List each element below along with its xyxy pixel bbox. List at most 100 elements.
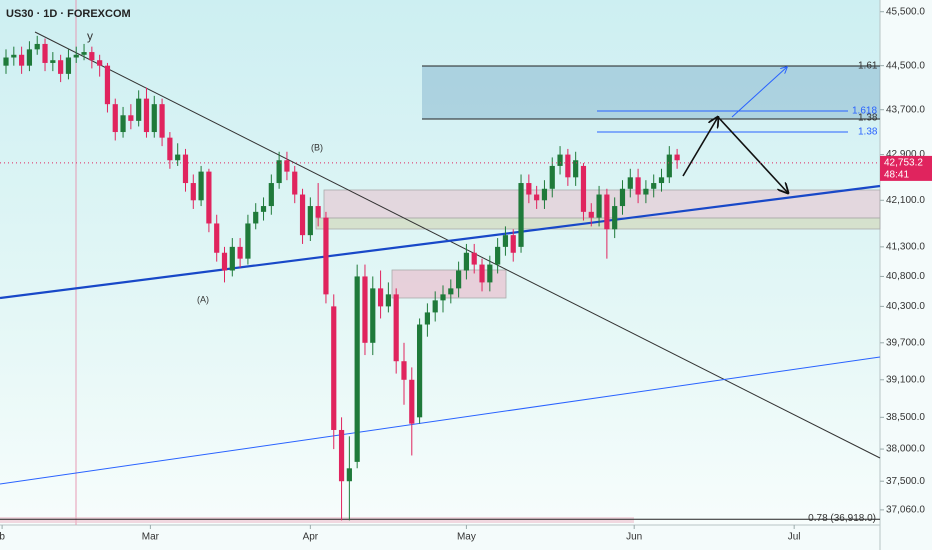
candle-body bbox=[409, 379, 415, 424]
trendline bbox=[34, 31, 881, 459]
candle-body bbox=[362, 276, 368, 343]
candle-body bbox=[416, 324, 423, 418]
candle-body bbox=[651, 183, 657, 189]
y-tick-label: 39,700.0 bbox=[886, 337, 925, 348]
candle-body bbox=[518, 183, 524, 247]
x-tick-label: Mar bbox=[142, 532, 160, 543]
y-tick-label: 38,000.0 bbox=[886, 444, 925, 455]
candle-body bbox=[268, 183, 274, 207]
y-tick-label: 42,900.0 bbox=[886, 149, 925, 160]
candle-body bbox=[573, 160, 579, 178]
candle-body bbox=[104, 65, 111, 105]
projection-arrow bbox=[682, 117, 718, 177]
candle-body bbox=[479, 264, 485, 283]
y-tick-label: 38,500.0 bbox=[886, 412, 925, 423]
candle-body bbox=[338, 429, 345, 482]
x-tick-label: Jun bbox=[626, 532, 642, 543]
fib-label: 1.61 bbox=[858, 61, 878, 72]
candle-body bbox=[377, 288, 384, 307]
candle-body bbox=[432, 300, 438, 313]
candle-body bbox=[588, 211, 594, 218]
candle-body bbox=[307, 206, 313, 236]
candle-body bbox=[549, 165, 555, 189]
wave-label: y bbox=[87, 29, 93, 43]
candle-body bbox=[50, 60, 56, 63]
candle-body bbox=[159, 104, 165, 138]
candle-body bbox=[89, 52, 95, 61]
candle-body bbox=[260, 206, 267, 212]
y-tick-label: 44,500.0 bbox=[886, 60, 925, 71]
candle-body bbox=[401, 361, 407, 380]
candle-body bbox=[456, 270, 462, 289]
candle-body bbox=[299, 194, 306, 236]
chart-title: US30 · 1D · FOREXCOM bbox=[6, 8, 131, 20]
candle-body bbox=[198, 171, 204, 201]
candle-body bbox=[635, 177, 641, 195]
candle-body bbox=[658, 177, 665, 184]
candle-body bbox=[557, 154, 563, 166]
candle-body bbox=[284, 160, 290, 172]
candle-body bbox=[221, 252, 228, 271]
candle-body bbox=[495, 246, 501, 265]
candle-body bbox=[370, 288, 376, 343]
candle-body bbox=[58, 60, 64, 74]
support-zone bbox=[315, 217, 881, 230]
candle-body bbox=[175, 154, 181, 161]
candle-body bbox=[26, 49, 33, 66]
candle-body bbox=[237, 246, 243, 259]
x-tick-label: Apr bbox=[303, 532, 319, 543]
candle-body bbox=[448, 288, 454, 295]
candle-body bbox=[73, 54, 79, 58]
y-tick-label: 45,500.0 bbox=[886, 6, 925, 17]
candle-body bbox=[643, 188, 649, 195]
candle-body bbox=[42, 43, 48, 63]
candle-body bbox=[190, 183, 196, 201]
candle-body bbox=[580, 165, 587, 212]
fib-label: 1.38 bbox=[858, 127, 878, 138]
candle-body bbox=[346, 468, 352, 482]
candle-body bbox=[253, 211, 259, 224]
current-price-label: 42,753.2 bbox=[884, 158, 923, 169]
trendline bbox=[0, 356, 881, 485]
candle-body bbox=[393, 294, 399, 362]
candle-body bbox=[276, 160, 282, 184]
candle-body bbox=[167, 137, 173, 161]
candle-body bbox=[128, 115, 134, 121]
candle-body bbox=[424, 312, 430, 325]
fib-zone bbox=[0, 517, 634, 523]
candle-body bbox=[143, 98, 150, 133]
candle-body bbox=[34, 43, 40, 50]
projection-arrow bbox=[731, 67, 787, 118]
y-tick-label: 37,500.0 bbox=[886, 476, 925, 487]
countdown-label: 48:41 bbox=[884, 170, 909, 181]
candle-body bbox=[206, 171, 212, 224]
target-zone bbox=[422, 66, 880, 119]
x-tick-label: May bbox=[457, 532, 476, 543]
fib-label: 1.618 bbox=[852, 106, 877, 117]
trendline bbox=[0, 184, 881, 300]
candle-body bbox=[471, 252, 477, 265]
projection-arrow bbox=[717, 116, 788, 193]
candle-body bbox=[526, 183, 532, 195]
candle-body bbox=[65, 57, 72, 74]
candle-body bbox=[604, 194, 610, 230]
y-tick-label: 41,300.0 bbox=[886, 242, 925, 253]
candle-body bbox=[112, 104, 118, 133]
candle-body bbox=[463, 252, 470, 271]
candle-body bbox=[136, 98, 142, 121]
candle-body bbox=[612, 206, 618, 230]
fib-label: 0.78 (36,918.0) bbox=[808, 513, 876, 524]
candle-body bbox=[674, 154, 680, 161]
candle-body bbox=[440, 294, 446, 301]
drawings: 1.61 1.618 1.38 1.38 (A) (B) y bbox=[0, 29, 881, 523]
candle-body bbox=[627, 177, 633, 189]
candle-body bbox=[245, 223, 251, 259]
x-tick-label: b bbox=[0, 532, 5, 543]
candle-body bbox=[97, 60, 103, 66]
y-tick-label: 43,700.0 bbox=[886, 104, 925, 115]
candle-body bbox=[619, 188, 626, 207]
candle-body bbox=[541, 188, 548, 201]
candle-body bbox=[19, 54, 25, 66]
candle-body bbox=[565, 154, 571, 178]
